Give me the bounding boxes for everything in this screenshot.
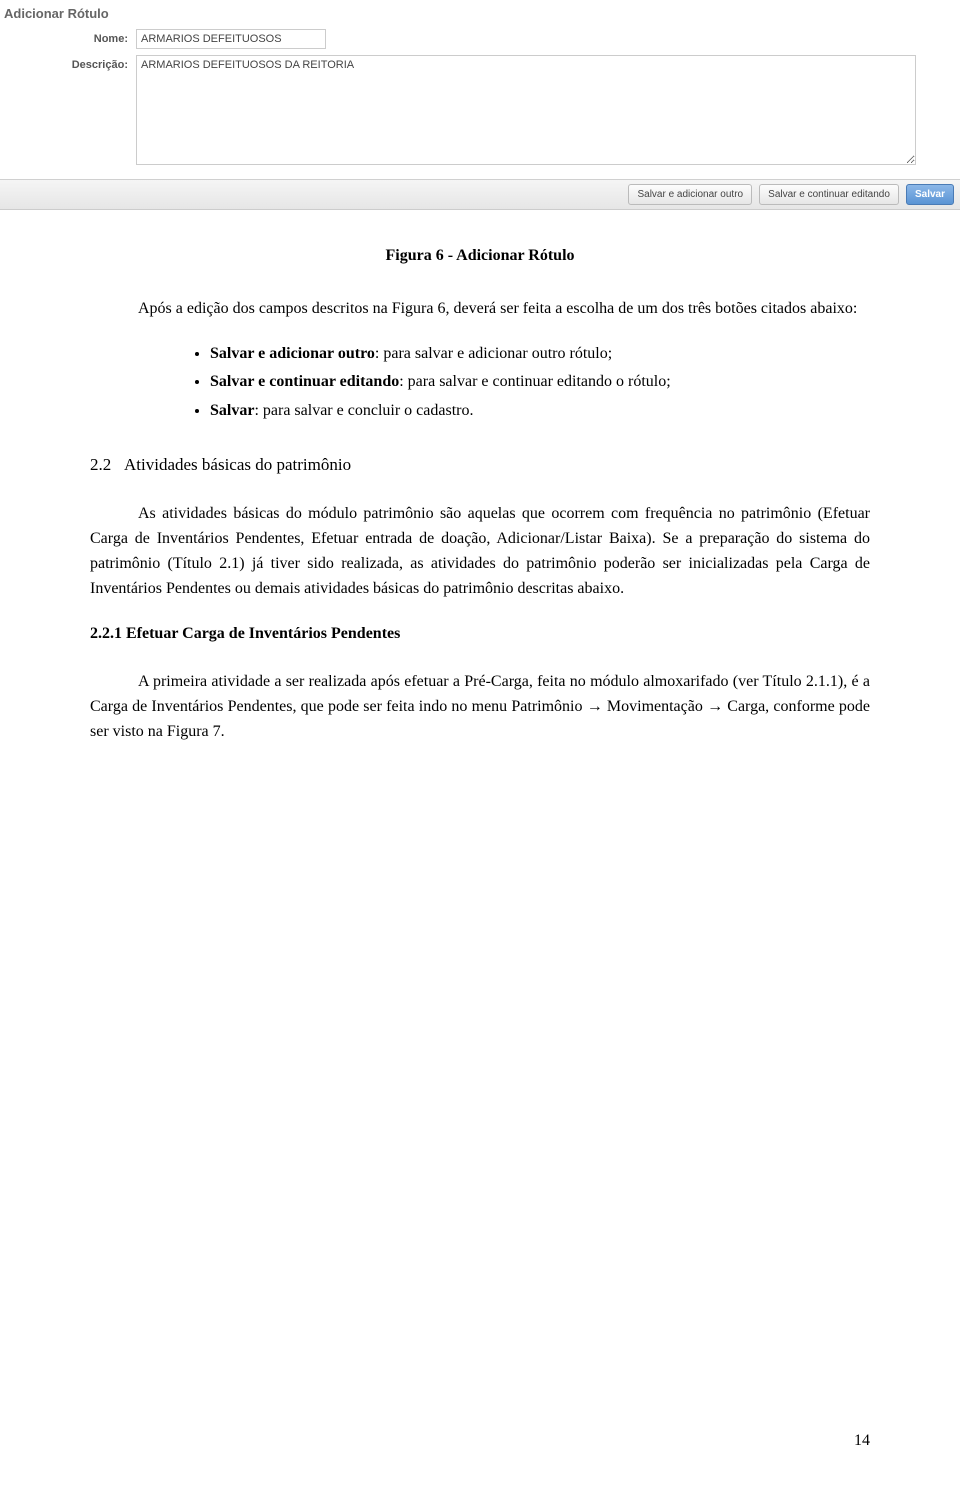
bullet-3-strong: Salvar [210,402,254,419]
subsection-heading: 2.2.1 Efetuar Carga de Inventários Pende… [90,622,870,647]
bullet-item-1: Salvar e adicionar outro: para salvar e … [210,342,870,367]
section-heading: 2.2 Atividades básicas do patrimônio [90,452,870,478]
form-title: Adicionar Rótulo [0,0,960,25]
save-and-continue-button[interactable]: Salvar e continuar editando [759,184,899,205]
nome-input[interactable] [136,29,326,49]
row-descricao: Descrição: [6,55,954,165]
button-bar: Salvar e adicionar outro Salvar e contin… [0,179,960,209]
bullet-item-2: Salvar e continuar editando: para salvar… [210,370,870,395]
save-and-add-button[interactable]: Salvar e adicionar outro [628,184,752,205]
save-button[interactable]: Salvar [906,184,954,205]
nome-label: Nome: [6,29,136,45]
bullet-3-rest: : para salvar e concluir o cadastro. [254,402,473,419]
bullet-list: Salvar e adicionar outro: para salvar e … [210,342,870,424]
row-nome: Nome: [6,29,954,49]
section-title: Atividades básicas do patrimônio [124,455,351,474]
add-label-form: Adicionar Rótulo Nome: Descrição: Salvar… [0,0,960,210]
bullet-2-strong: Salvar e continuar editando [210,373,399,390]
bullet-item-3: Salvar: para salvar e concluir o cadastr… [210,399,870,424]
section-number: 2.2 [90,455,111,474]
bullet-2-rest: : para salvar e continuar editando o rót… [399,373,670,390]
intro-paragraph: Após a edição dos campos descritos na Fi… [90,297,870,322]
form-body: Nome: Descrição: [0,25,960,179]
bullet-1-strong: Salvar e adicionar outro [210,345,375,362]
descricao-input[interactable] [136,55,916,165]
subsection-paragraph: A primeira atividade a ser realizada apó… [90,670,870,744]
section-paragraph: As atividades básicas do módulo patrimôn… [90,502,870,601]
page-number: 14 [854,1432,870,1450]
descricao-label: Descrição: [6,55,136,71]
document-body: Figura 6 - Adicionar Rótulo Após a ediçã… [0,210,960,745]
bullet-1-rest: : para salvar e adicionar outro rótulo; [375,345,612,362]
figure-caption: Figura 6 - Adicionar Rótulo [90,244,870,269]
